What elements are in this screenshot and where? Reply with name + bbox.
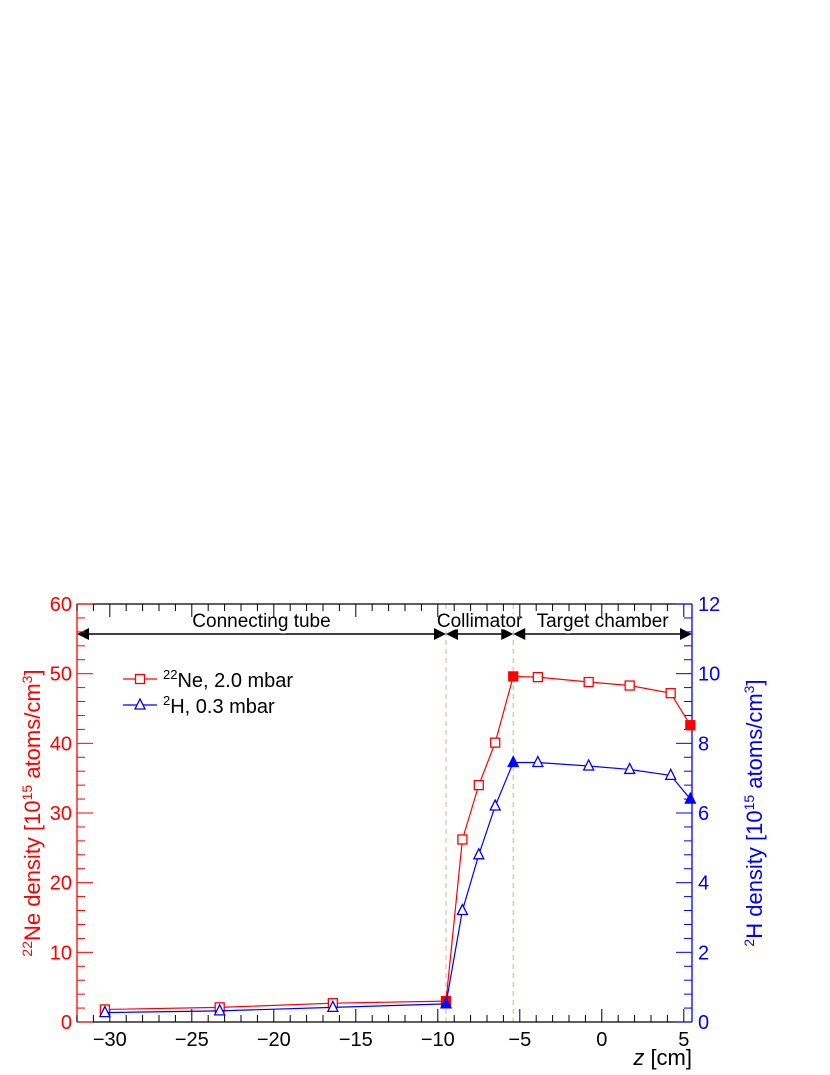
x-tick-label: −10 bbox=[421, 1029, 455, 1051]
axis-exponent-superscript: 15 bbox=[741, 795, 757, 811]
legend-entry-text: H, 0.3 mbar bbox=[170, 696, 275, 718]
y-right-tick-label: 12 bbox=[698, 594, 720, 616]
axis-isotope-superscript: 22 bbox=[19, 941, 35, 957]
data-point-triangle bbox=[213, 1003, 226, 1016]
y-left-tick-label: 10 bbox=[50, 942, 72, 964]
data-point-square bbox=[508, 671, 519, 682]
y-right-tick-label: 0 bbox=[698, 1012, 709, 1034]
data-point-square bbox=[457, 834, 468, 845]
axis-label-text: atoms/cm bbox=[20, 683, 45, 784]
x-tick-label: −5 bbox=[508, 1029, 531, 1051]
y-right-tick-label: 6 bbox=[698, 803, 709, 825]
legend-entry-label: 2H, 0.3 mbar bbox=[163, 693, 275, 718]
y-left-tick-label: 30 bbox=[50, 803, 72, 825]
y-right-tick-label: 4 bbox=[698, 873, 709, 895]
data-point-square bbox=[665, 688, 676, 699]
data-point-square bbox=[624, 680, 635, 691]
y-left-tick-label: 0 bbox=[61, 1012, 72, 1034]
arrow-head-right-icon bbox=[501, 628, 514, 640]
y-right-tick-label: 10 bbox=[698, 664, 720, 686]
data-point-triangle bbox=[507, 755, 520, 768]
data-point-square bbox=[473, 779, 484, 791]
data-point-triangle bbox=[664, 767, 677, 781]
y-left-tick-label: 50 bbox=[50, 664, 72, 686]
axis-isotope-superscript: 2 bbox=[741, 939, 757, 947]
region-label: Connecting tube bbox=[192, 611, 330, 632]
x-axis-unit: [cm] bbox=[644, 1045, 692, 1070]
region-label: Collimator bbox=[437, 611, 523, 632]
legend-isotope-superscript: 22 bbox=[163, 667, 177, 682]
data-point-triangle bbox=[439, 996, 453, 1009]
legend-marker-triangle bbox=[133, 697, 147, 710]
x-tick-label: 0 bbox=[596, 1029, 607, 1051]
axes-layer: −30 −25 −20 −15 −10 −5 0 5010203040506002468101… bbox=[50, 594, 721, 1051]
axis-exponent-superscript: 3 bbox=[741, 685, 757, 693]
x-tick-label: −30 bbox=[93, 1029, 127, 1051]
y-right-tick-label: 8 bbox=[698, 733, 709, 755]
x-tick-label: −25 bbox=[175, 1029, 209, 1051]
x-axis-label: z [cm] bbox=[632, 1045, 692, 1070]
data-point-square bbox=[490, 737, 501, 748]
data-point-triangle bbox=[623, 762, 636, 775]
x-tick-label: 5 bbox=[678, 1029, 689, 1051]
arrow-head-right-icon bbox=[680, 628, 692, 640]
y-axis-label-right: 2H density [1015 atoms/cm3] bbox=[741, 679, 767, 946]
legend-isotope-superscript: 2 bbox=[163, 693, 170, 708]
axis-label-text: H density [10 bbox=[742, 810, 767, 938]
data-point-triangle bbox=[489, 798, 502, 811]
data-point-square bbox=[583, 676, 594, 688]
axis-label-text: Ne density [10 bbox=[20, 800, 45, 941]
data-point-triangle bbox=[456, 903, 469, 916]
y-left-tick-label: 40 bbox=[50, 733, 72, 755]
axis-label-text: ] bbox=[20, 669, 45, 675]
y-left-tick-label: 60 bbox=[50, 594, 72, 616]
series-line-triangle bbox=[104, 761, 691, 1014]
series-line-square bbox=[104, 675, 691, 1011]
arrow-head-left-icon bbox=[77, 628, 89, 640]
arrow-head-right-icon bbox=[434, 628, 446, 640]
axis-exponent-superscript: 15 bbox=[19, 785, 35, 801]
x-tick-label: −20 bbox=[257, 1029, 291, 1051]
x-axis-variable: z bbox=[632, 1045, 644, 1070]
data-point-square bbox=[532, 672, 543, 683]
data-point-triangle bbox=[531, 755, 544, 768]
y-right-tick-label: 2 bbox=[698, 942, 709, 964]
y-axis-label-left: 22Ne density [1015 atoms/cm3] bbox=[19, 669, 45, 956]
data-point-triangle bbox=[472, 847, 485, 860]
arrow-head-left-icon bbox=[446, 628, 458, 640]
data-point-triangle bbox=[326, 999, 339, 1013]
legend-entry-label: 22Ne, 2.0 mbar bbox=[163, 667, 293, 692]
axis-exponent-superscript: 3 bbox=[19, 675, 35, 683]
region-layer: Connecting tube Collimator Target chamber bbox=[77, 604, 692, 1022]
region-label: Target chamber bbox=[537, 611, 670, 632]
data-point-triangle bbox=[582, 758, 595, 771]
y-left-tick-label: 20 bbox=[50, 873, 72, 895]
legend-marker-square bbox=[134, 673, 146, 685]
axis-label-text: atoms/cm bbox=[742, 693, 767, 794]
arrow-head-left-icon bbox=[513, 628, 526, 640]
x-tick-label: −15 bbox=[339, 1029, 373, 1051]
axis-label-text: ] bbox=[742, 679, 767, 685]
data-point-triangle bbox=[684, 791, 697, 804]
series-layer bbox=[98, 671, 697, 1018]
data-point-square bbox=[685, 720, 696, 731]
data-point-triangle bbox=[98, 1005, 111, 1018]
legend-entry-text: Ne, 2.0 mbar bbox=[177, 670, 293, 692]
